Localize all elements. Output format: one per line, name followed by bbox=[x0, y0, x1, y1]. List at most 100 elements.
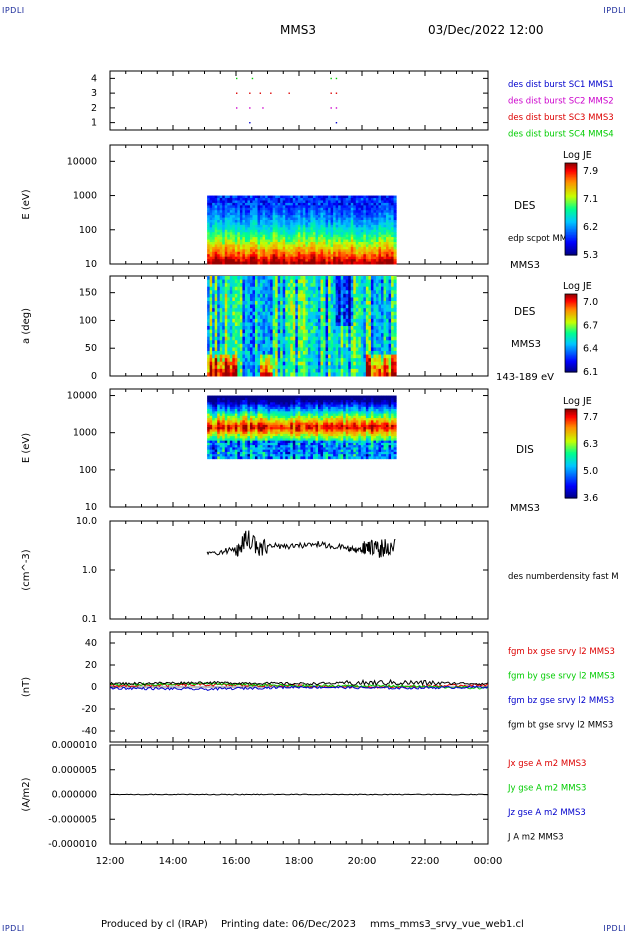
spectrogram-cell bbox=[252, 244, 256, 248]
spectrogram-cell bbox=[224, 447, 228, 451]
spectrogram-cell bbox=[325, 222, 329, 226]
spectrogram-cell bbox=[217, 222, 221, 226]
spectrogram-cell bbox=[335, 286, 339, 291]
spectrogram-cell bbox=[255, 217, 259, 221]
spectrogram-cell bbox=[257, 315, 261, 320]
spectrogram-cell bbox=[310, 361, 314, 366]
spectrogram-cell bbox=[247, 354, 251, 359]
spectrogram-cell bbox=[383, 304, 387, 309]
spectrogram-cell bbox=[328, 326, 332, 331]
spectrogram-cell bbox=[234, 202, 238, 206]
spectrogram-cell bbox=[280, 239, 284, 243]
spectrogram-cell bbox=[285, 315, 289, 320]
spectrogram-cell bbox=[239, 290, 243, 295]
spectrogram-cell bbox=[232, 365, 236, 370]
spectrogram-cell bbox=[391, 234, 395, 238]
spectrogram-cell bbox=[229, 409, 233, 412]
spectrogram-cell bbox=[217, 404, 221, 408]
spectrogram-cell bbox=[242, 222, 246, 226]
spectrogram-cell bbox=[295, 311, 299, 316]
spectrogram-cell bbox=[318, 365, 322, 370]
spectrogram-cell bbox=[373, 239, 377, 243]
spectrogram-cell bbox=[378, 207, 382, 211]
spectrogram-cell bbox=[260, 297, 264, 302]
spectrogram-cell bbox=[207, 237, 211, 241]
spectrogram-cell bbox=[320, 343, 324, 348]
spectrogram-cell bbox=[383, 358, 387, 363]
spectrogram-cell bbox=[257, 195, 261, 199]
spectrogram-cell bbox=[212, 397, 216, 401]
spectrogram-cell bbox=[214, 301, 218, 306]
spectrogram-cell bbox=[333, 244, 337, 248]
spectrogram-cell bbox=[222, 297, 226, 302]
spectrogram-cell bbox=[393, 251, 397, 255]
spectrogram-cell bbox=[323, 290, 327, 295]
spectrogram-cell bbox=[318, 207, 322, 211]
spectrogram-cell bbox=[234, 372, 238, 377]
spectrogram-cell bbox=[282, 256, 286, 260]
spectrogram-cell bbox=[292, 354, 296, 359]
spectrogram-cell bbox=[381, 365, 385, 370]
spectrogram-cell bbox=[232, 256, 236, 260]
spectrogram-cell bbox=[265, 333, 269, 338]
spectrogram-cell bbox=[207, 311, 211, 316]
spectrogram-cell bbox=[345, 336, 349, 341]
spectrogram-cell bbox=[318, 333, 322, 338]
spectrogram-cell bbox=[244, 301, 248, 306]
spectrogram-cell bbox=[234, 239, 238, 243]
spectrogram-cell bbox=[265, 224, 269, 228]
spectrogram-cell bbox=[328, 241, 332, 245]
spectrogram-cell bbox=[265, 347, 269, 352]
spectrogram-cell bbox=[338, 237, 342, 241]
spectrogram-cell bbox=[287, 372, 291, 377]
spectrogram-cell bbox=[330, 293, 334, 298]
spectrogram-cell bbox=[320, 286, 324, 291]
spectrogram-cell bbox=[255, 244, 259, 248]
spectrogram-cell bbox=[381, 340, 385, 345]
spectrogram-cell bbox=[242, 358, 246, 363]
spectrogram-cell bbox=[249, 195, 253, 199]
spectrogram-cell bbox=[373, 358, 377, 363]
spectrogram-cell bbox=[365, 246, 369, 250]
spectrogram-cell bbox=[323, 315, 327, 320]
colorbar-cell bbox=[565, 244, 577, 247]
spectrogram-cell bbox=[323, 200, 327, 204]
spectrogram-cell bbox=[328, 219, 332, 223]
colorbar-cell bbox=[565, 181, 577, 184]
spectrogram-cell bbox=[325, 241, 329, 245]
spectrogram-cell bbox=[237, 372, 241, 377]
spectrogram-cell bbox=[224, 411, 228, 415]
spectrogram-cell bbox=[275, 279, 279, 284]
spectrogram-cell bbox=[375, 333, 379, 338]
spectrogram-cell bbox=[310, 290, 314, 295]
spectrogram-cell bbox=[328, 365, 332, 370]
spectrogram-cell bbox=[333, 256, 337, 260]
spectrogram-cell bbox=[375, 354, 379, 359]
spectrogram-cell bbox=[234, 365, 238, 370]
spectrogram-cell bbox=[222, 279, 226, 284]
spectrogram-cell bbox=[307, 239, 311, 243]
spectrogram-cell bbox=[247, 290, 251, 295]
spectrogram-cell bbox=[242, 336, 246, 341]
spectrogram-cell bbox=[262, 261, 266, 265]
spectrogram-cell bbox=[315, 329, 319, 334]
spectrogram-cell bbox=[340, 244, 344, 248]
spectrogram-cell bbox=[353, 293, 357, 298]
spectrogram-cell bbox=[348, 290, 352, 295]
spectrogram-cell bbox=[318, 336, 322, 341]
spectrogram-cell bbox=[214, 422, 218, 426]
spectrogram-cell bbox=[391, 318, 395, 323]
spectrogram-cell bbox=[212, 318, 216, 323]
spectrogram-cell bbox=[244, 212, 248, 216]
spectrogram-cell bbox=[300, 343, 304, 348]
spectrogram-cell bbox=[217, 229, 221, 233]
spectrogram-cell bbox=[388, 333, 392, 338]
spectrogram-cell bbox=[229, 454, 233, 457]
spectrogram-cell bbox=[287, 232, 291, 236]
spectrogram-cell bbox=[333, 358, 337, 363]
spectrogram-cell bbox=[330, 205, 334, 209]
spectrogram-cell bbox=[330, 354, 334, 359]
spectrogram-cell bbox=[249, 229, 253, 233]
spectrogram-cell bbox=[345, 227, 349, 231]
spectrogram-cell bbox=[330, 311, 334, 316]
